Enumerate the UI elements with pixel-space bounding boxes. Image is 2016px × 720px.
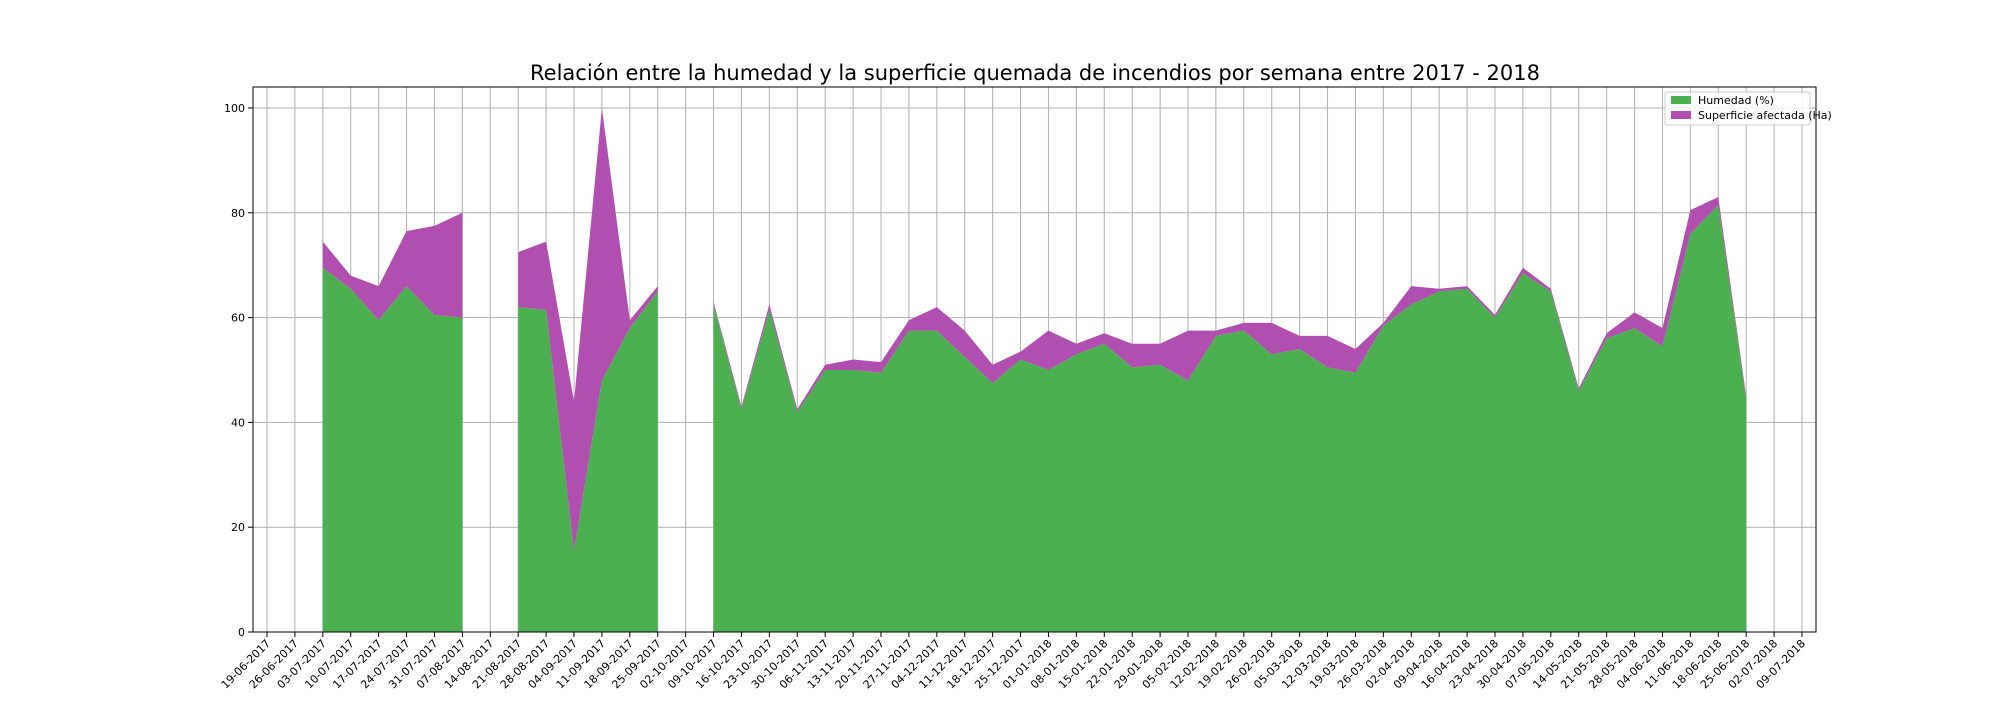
legend-label-superficie: Superficie afectada (Ha) (1698, 109, 1832, 122)
area-layer (322, 107, 1747, 632)
y-tick-label: 20 (231, 521, 245, 534)
y-tick-label: 40 (231, 416, 245, 429)
area-humedad (322, 267, 463, 632)
legend-swatch-superficie (1671, 111, 1691, 119)
area-superficie-afectada (713, 197, 1747, 412)
y-tick-label: 100 (224, 102, 245, 115)
y-tick-label: 0 (238, 626, 245, 639)
chart-title: Relación entre la humedad y la superfici… (530, 61, 1540, 85)
plot-frame (252, 86, 1817, 633)
legend: Humedad (%) Superficie afectada (Ha) (1664, 91, 1832, 126)
y-tick-label: 60 (231, 312, 245, 325)
x-axis-ticks: 19-06-201726-06-201703-07-201710-07-2017… (219, 632, 1808, 691)
area-superficie-afectada (322, 212, 463, 321)
area-humedad (713, 204, 1747, 632)
y-axis-ticks: 0 20 40 60 80 100 (224, 102, 253, 639)
legend-swatch-humedad (1671, 96, 1691, 104)
legend-label-humedad: Humedad (%) (1698, 94, 1774, 107)
y-tick-label: 80 (231, 207, 245, 220)
area-humedad (518, 291, 658, 632)
area-superficie-afectada (518, 107, 658, 551)
legend-box (1664, 91, 1811, 126)
